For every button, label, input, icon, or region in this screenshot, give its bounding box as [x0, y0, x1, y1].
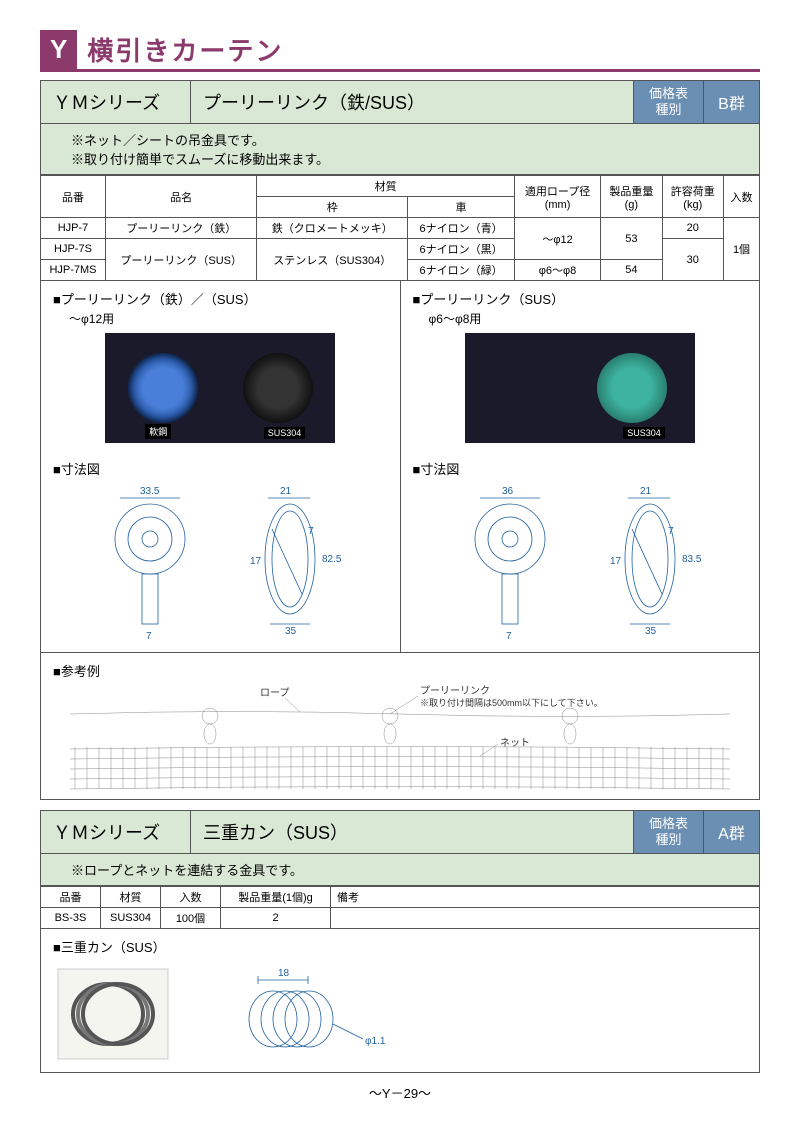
pulley-icon — [562, 708, 578, 744]
svg-text:プーリーリンク: プーリーリンク — [420, 685, 490, 697]
dimension-diagram-link-side: 21 83.5 17 7 35 — [590, 484, 710, 644]
section1-notes: ※ネット／シートの吊金具です。 ※取り付け簡単でスムーズに移動出来ます。 — [40, 124, 760, 175]
svg-text:21: 21 — [280, 486, 292, 497]
reference-example: ■参考例 ロープ プーリーリンク ※取り付け間隔は500mm以下にして下さい。 … — [40, 653, 760, 800]
group-badge: B群 — [704, 81, 759, 123]
material-label: 軟鋼 — [145, 424, 171, 439]
svg-text:36: 36 — [502, 486, 514, 497]
image-right-subtitle: φ6～φ8用 — [413, 310, 748, 327]
svg-text:35: 35 — [645, 626, 657, 637]
triple-ring-dimension: 18 φ1.1 — [213, 964, 433, 1064]
svg-text:φ1.1: φ1.1 — [365, 1036, 386, 1047]
svg-text:35: 35 — [285, 626, 297, 637]
svg-text:ロープ: ロープ — [260, 687, 289, 699]
pulley-blue-icon — [128, 353, 198, 423]
product-photo-left: 軟鋼 SUS304 — [105, 333, 335, 443]
dimension-label: ■寸法図 — [413, 459, 748, 478]
table-row: BS-3S SUS304 100個 2 — [41, 908, 760, 929]
svg-text:17: 17 — [610, 556, 622, 567]
reference-diagram: ロープ プーリーリンク ※取り付け間隔は500mm以下にして下さい。 ネット — [53, 684, 747, 794]
section2-notes: ※ロープとネットを連結する金具です。 — [40, 854, 760, 886]
spec-table-1: 品番 品名 材質 適用ロープ径 (mm) 製品重量 (g) 許容荷重 (kg) … — [40, 175, 760, 281]
product-name: 三重カン（SUS） — [191, 811, 634, 853]
series-name: ＹＭシリーズ — [41, 81, 191, 123]
section2-header: ＹＭシリーズ 三重カン（SUS） 価格表 種別 A群 — [40, 810, 760, 854]
svg-text:83.5: 83.5 — [682, 554, 702, 565]
group-badge: A群 — [704, 811, 759, 853]
price-type-label: 価格表 種別 — [634, 811, 704, 853]
dimension-row: ■寸法図 33.5 7 21 82.5 — [40, 451, 760, 653]
image-left-subtitle: ～φ12用 — [53, 310, 388, 327]
svg-text:33.5: 33.5 — [140, 486, 160, 497]
pulley-green-icon — [597, 353, 667, 423]
triple-ring-photo — [53, 964, 173, 1064]
image-left-title: ■プーリーリンク（鉄）／（SUS） — [53, 289, 388, 308]
series-name: ＹＭシリーズ — [41, 811, 191, 853]
page-footer: ～Y－29～ — [40, 1083, 760, 1102]
pulley-black-icon — [243, 353, 313, 423]
svg-text:※取り付け間隔は500mm以下にして下さい。: ※取り付け間隔は500mm以下にして下さい。 — [420, 698, 603, 708]
svg-text:82.5: 82.5 — [322, 554, 342, 565]
page-title: 横引きカーテン — [87, 31, 283, 68]
spec-table-2: 品番 材質 入数 製品重量(1個)g 備考 BS-3S SUS304 100個 … — [40, 886, 760, 929]
svg-text:7: 7 — [668, 526, 674, 537]
svg-text:18: 18 — [278, 968, 290, 979]
section1-header: ＹＭシリーズ プーリーリンク（鉄/SUS） 価格表 種別 B群 — [40, 80, 760, 124]
dimension-diagram-pulley-front: 33.5 7 — [90, 484, 210, 644]
product-name: プーリーリンク（鉄/SUS） — [191, 81, 634, 123]
net-grid-icon — [70, 747, 730, 790]
svg-text:21: 21 — [640, 486, 652, 497]
dimension-label: ■寸法図 — [53, 459, 388, 478]
svg-text:17: 17 — [250, 556, 262, 567]
material-label: SUS304 — [264, 427, 306, 439]
product-images-row: ■プーリーリンク（鉄）／（SUS） ～φ12用 軟鋼 SUS304 ■プーリーリ… — [40, 281, 760, 451]
svg-text:7: 7 — [308, 526, 314, 537]
svg-text:7: 7 — [146, 631, 152, 642]
image-right-title: ■プーリーリンク（SUS） — [413, 289, 748, 308]
page-title-bar: Y 横引きカーテン — [40, 30, 760, 72]
triple-ring-title: ■三重カン（SUS） — [53, 937, 747, 956]
triple-ring-section: ■三重カン（SUS） 18 φ1.1 — [40, 929, 760, 1073]
svg-text:ネット: ネット — [500, 737, 530, 749]
dimension-diagram-pulley-front: 36 7 — [450, 484, 570, 644]
product-photo-right: SUS304 — [465, 333, 695, 443]
price-type-label: 価格表 種別 — [634, 81, 704, 123]
dimension-diagram-link-side: 21 82.5 17 7 35 — [230, 484, 350, 644]
pulley-icon — [202, 708, 218, 744]
material-label: SUS304 — [623, 427, 665, 439]
svg-text:7: 7 — [506, 631, 512, 642]
table-row: HJP-7 プーリーリンク（鉄） 鉄（クロメートメッキ） 6ナイロン（青） ～φ… — [41, 218, 760, 239]
category-badge: Y — [40, 30, 77, 69]
reference-label: ■参考例 — [53, 661, 747, 680]
